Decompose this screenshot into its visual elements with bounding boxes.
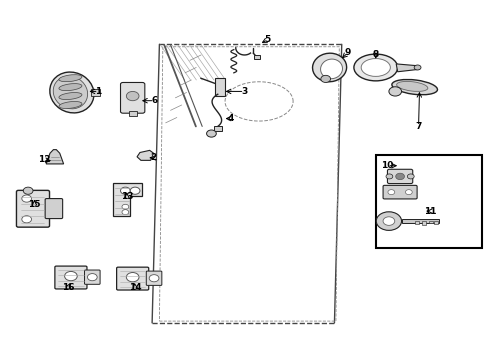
Ellipse shape [312, 53, 346, 82]
Bar [414, 221, 418, 224]
Ellipse shape [59, 84, 82, 91]
FancyBboxPatch shape [116, 267, 148, 290]
Bar [375, 155, 481, 248]
Text: 5: 5 [264, 35, 270, 44]
Bar [214, 126, 221, 131]
Text: 16: 16 [62, 283, 75, 292]
Ellipse shape [50, 72, 94, 113]
Circle shape [388, 87, 401, 96]
Circle shape [385, 174, 392, 179]
Text: 7: 7 [414, 122, 421, 131]
Polygon shape [395, 64, 419, 72]
FancyBboxPatch shape [382, 185, 416, 199]
Text: 9: 9 [344, 48, 350, 57]
Text: 2: 2 [150, 153, 156, 162]
Ellipse shape [361, 59, 389, 76]
Circle shape [126, 91, 139, 101]
FancyBboxPatch shape [386, 169, 412, 184]
FancyBboxPatch shape [146, 271, 162, 285]
Circle shape [320, 75, 330, 82]
Circle shape [375, 212, 401, 230]
Polygon shape [137, 150, 153, 160]
Circle shape [23, 187, 33, 194]
Circle shape [122, 204, 128, 209]
Ellipse shape [59, 93, 82, 100]
Text: 12: 12 [38, 156, 50, 165]
Text: 1: 1 [95, 87, 102, 96]
Text: 4: 4 [227, 114, 234, 123]
Text: 13: 13 [121, 192, 133, 201]
Circle shape [405, 190, 411, 195]
Ellipse shape [353, 54, 397, 81]
Text: 11: 11 [423, 207, 436, 216]
Polygon shape [113, 183, 142, 216]
Circle shape [382, 217, 394, 225]
Ellipse shape [59, 102, 82, 108]
Circle shape [206, 130, 216, 137]
Bar [91, 89, 100, 96]
FancyBboxPatch shape [55, 266, 87, 289]
FancyBboxPatch shape [84, 270, 100, 284]
Text: 14: 14 [128, 283, 141, 292]
Ellipse shape [391, 80, 437, 95]
Circle shape [87, 274, 97, 281]
Text: 6: 6 [151, 96, 157, 105]
FancyBboxPatch shape [17, 190, 49, 227]
Text: 8: 8 [372, 50, 378, 59]
Circle shape [120, 187, 130, 194]
Circle shape [395, 173, 404, 180]
Bar [421, 221, 425, 225]
Circle shape [64, 271, 77, 281]
Circle shape [122, 210, 128, 215]
Bar [254, 55, 260, 59]
Ellipse shape [53, 76, 87, 109]
Circle shape [413, 65, 420, 70]
Circle shape [149, 275, 159, 282]
Bar [428, 221, 432, 223]
Ellipse shape [396, 81, 427, 91]
Circle shape [407, 174, 413, 179]
FancyBboxPatch shape [45, 199, 62, 219]
Circle shape [126, 273, 139, 282]
Text: 10: 10 [381, 161, 393, 170]
Bar [215, 78, 224, 96]
Circle shape [22, 195, 31, 202]
Text: 3: 3 [241, 87, 247, 96]
Circle shape [387, 190, 394, 195]
Polygon shape [401, 219, 438, 223]
Polygon shape [46, 150, 63, 164]
Ellipse shape [320, 59, 342, 79]
Circle shape [22, 216, 31, 223]
Bar [128, 111, 136, 116]
FancyBboxPatch shape [120, 82, 144, 113]
Bar [433, 221, 437, 224]
Text: 15: 15 [28, 200, 41, 209]
Ellipse shape [59, 75, 82, 82]
Circle shape [130, 187, 140, 194]
